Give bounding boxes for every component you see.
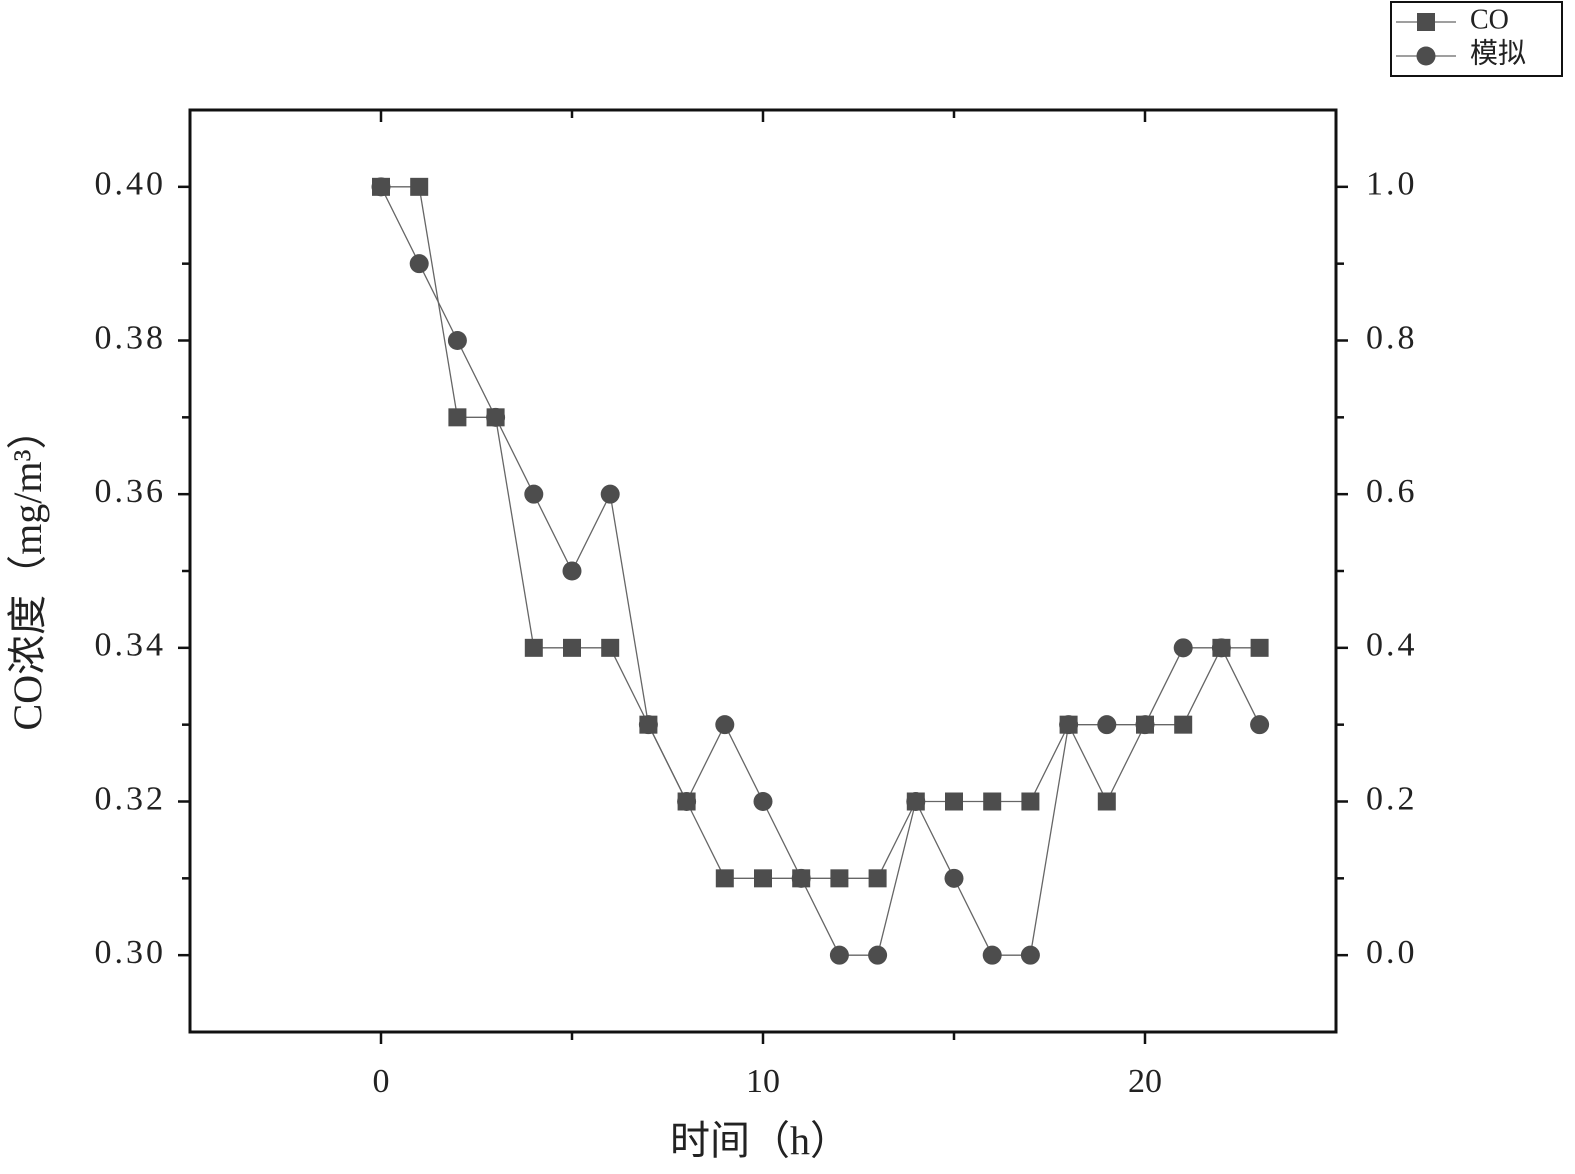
marker <box>371 177 391 197</box>
legend-marker <box>1417 13 1435 31</box>
marker <box>906 792 926 811</box>
y-tick-label: 0.36 <box>95 473 167 510</box>
y-tick-label: 0.30 <box>95 934 167 971</box>
plot-frame <box>188 108 1338 1034</box>
legend-marker <box>1416 46 1436 66</box>
marker <box>754 869 772 888</box>
marker <box>829 945 849 965</box>
marker <box>1059 715 1079 735</box>
y-tick-label: 0.38 <box>95 319 167 356</box>
marker <box>600 484 620 504</box>
marker <box>868 869 887 888</box>
marker <box>486 407 506 427</box>
marker <box>868 945 888 965</box>
marker <box>409 254 429 274</box>
legend-label: CO <box>1470 4 1509 35</box>
y2-tick-label: 0.8 <box>1366 319 1418 356</box>
series-line <box>380 186 1261 956</box>
x-axis-label: 时间（h） <box>670 1118 850 1163</box>
legend-label: 模拟 <box>1470 37 1526 69</box>
marker <box>945 792 963 811</box>
marker <box>524 484 544 504</box>
x-tick-label: 0 <box>373 1063 390 1100</box>
marker <box>753 792 773 811</box>
x-tick-label: 20 <box>1128 1063 1162 1100</box>
marker <box>1135 715 1155 735</box>
y-tick-label: 0.34 <box>95 627 167 664</box>
marker <box>1097 715 1117 735</box>
marker <box>677 792 697 811</box>
y-tick-label: 0.40 <box>95 166 167 203</box>
y-axis-label: CO浓度（mg/m³） <box>5 410 50 731</box>
y2-tick-label: 0.6 <box>1366 473 1418 510</box>
marker <box>447 331 467 350</box>
marker <box>448 408 467 427</box>
marker <box>944 868 964 888</box>
marker <box>983 792 1002 811</box>
marker <box>410 177 429 196</box>
marker <box>1021 792 1040 811</box>
marker <box>715 715 735 735</box>
marker <box>1020 945 1040 965</box>
y2-tick-label: 1.0 <box>1366 166 1418 203</box>
marker <box>1250 715 1270 735</box>
marker <box>1174 715 1193 734</box>
y2-tick-label: 0.0 <box>1366 934 1418 971</box>
series-line <box>381 186 1260 879</box>
marker <box>562 561 582 581</box>
y-tick-label: 0.32 <box>95 780 167 817</box>
marker <box>791 868 811 888</box>
marker <box>1211 638 1231 658</box>
marker <box>601 638 620 657</box>
marker <box>1250 638 1269 657</box>
marker <box>638 715 658 735</box>
marker <box>715 869 734 888</box>
marker <box>524 638 543 657</box>
marker <box>982 945 1002 965</box>
marker <box>830 869 849 888</box>
marker <box>1173 638 1193 658</box>
y2-tick-label: 0.2 <box>1366 780 1418 817</box>
x-tick-label: 10 <box>746 1063 780 1100</box>
marker <box>1097 792 1116 811</box>
y2-tick-label: 0.4 <box>1366 627 1418 664</box>
marker <box>563 638 581 657</box>
